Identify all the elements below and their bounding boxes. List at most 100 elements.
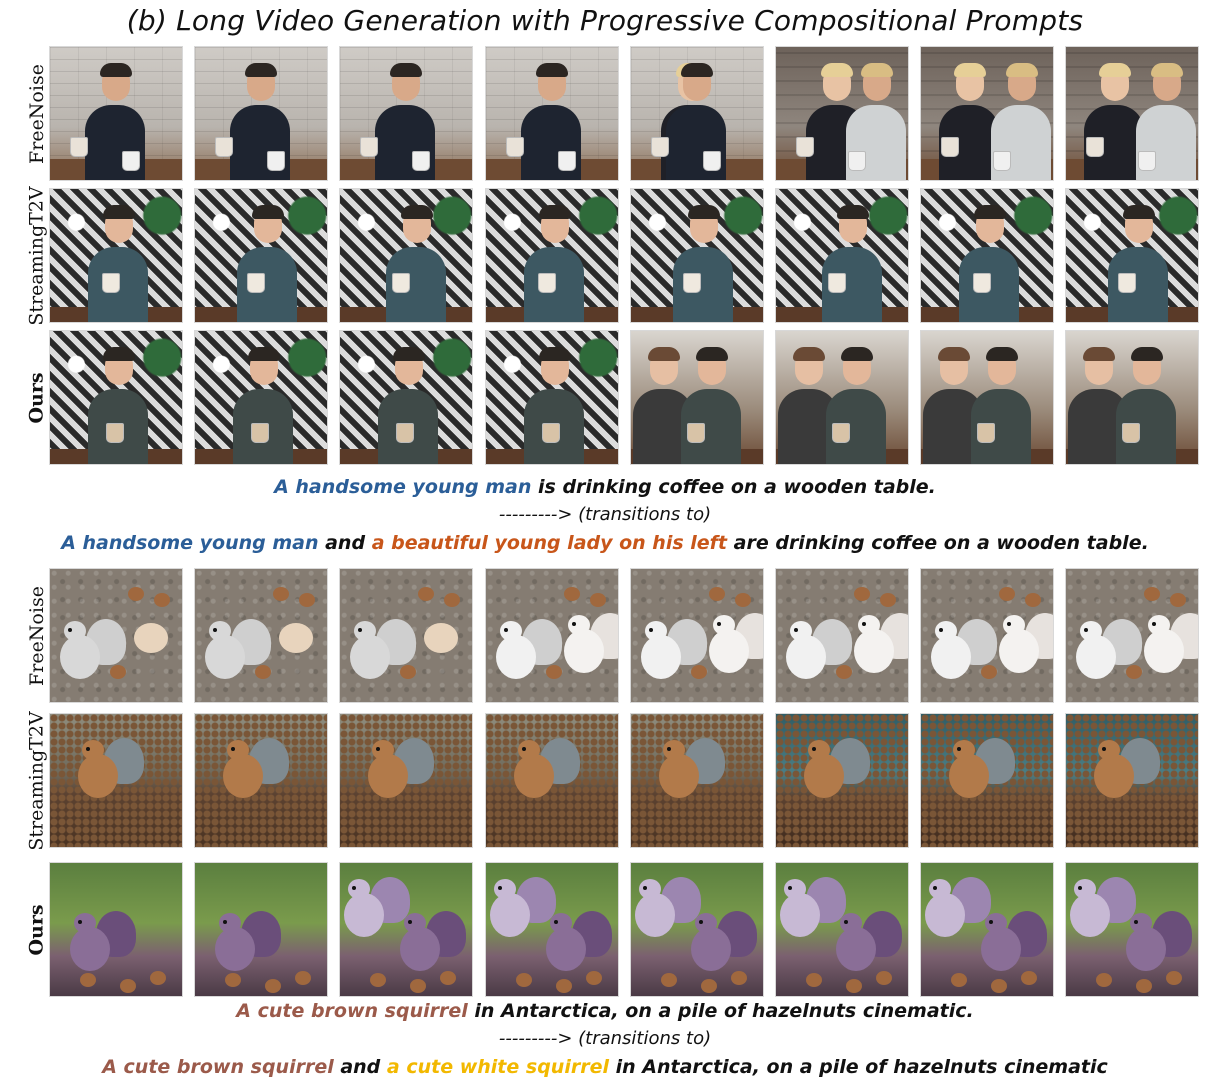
squirrel-head [500, 621, 522, 641]
cup [267, 151, 285, 171]
squirrel-eye [643, 886, 647, 890]
hazelnut [110, 665, 126, 679]
person-hair [938, 347, 970, 361]
squirrel-body [514, 754, 554, 798]
caption-subject-white-squirrel: a cute white squirrel [386, 1056, 609, 1078]
hazelnut [295, 971, 311, 985]
row-label-streamingt2v-2: StreamingT2V [26, 710, 48, 851]
figure-title: (b) Long Video Generation with Progressi… [126, 4, 1084, 37]
hazelnut [731, 971, 747, 985]
squirrel-eye [717, 622, 721, 626]
hazelnut [564, 587, 580, 601]
cup [1138, 151, 1156, 171]
person-hair [103, 205, 135, 219]
squirrel-head [354, 621, 376, 641]
hazelnut [691, 665, 707, 679]
squirrel-eye [522, 747, 526, 751]
squirrel-head [404, 913, 426, 933]
video-frame-streamingt2v-1-1 [49, 188, 183, 323]
squirrel-eye [498, 886, 502, 890]
squirrel-body [564, 629, 604, 673]
hazelnut [880, 593, 896, 607]
squirrel-eye [667, 747, 671, 751]
cup [941, 137, 959, 157]
squirrel-body [78, 754, 118, 798]
cup [683, 273, 701, 293]
squirrel-head [929, 879, 951, 899]
hazelnut [400, 665, 416, 679]
squirrel-head [64, 621, 86, 641]
squirrel-body [344, 893, 384, 937]
squirrel-body [786, 635, 826, 679]
hazelnut [709, 587, 725, 601]
caption-1-line1: A handsome young man is drinking coffee … [0, 476, 1210, 498]
squirrel-body [836, 927, 876, 971]
video-frame-streamingt2v-1-2 [194, 188, 328, 323]
video-frame-ours-1-1 [49, 330, 183, 465]
squirrel-head [550, 913, 572, 933]
squirrel-body [780, 893, 820, 937]
video-frame-ours-2-7 [920, 862, 1054, 997]
cup [1086, 137, 1104, 157]
cup [848, 151, 866, 171]
squirrel-eye [231, 747, 235, 751]
hazelnut [735, 593, 751, 607]
caption-2-line1: A cute brown squirrel in Antarctica, on … [0, 1000, 1210, 1022]
cup [247, 273, 265, 293]
caption-and: and [333, 1056, 387, 1078]
cup [558, 151, 576, 171]
squirrel-eye [408, 920, 412, 924]
cup [251, 423, 269, 443]
squirrel-eye [649, 628, 653, 632]
hazelnut [440, 971, 456, 985]
squirrel-eye [957, 747, 961, 751]
squirrel-eye [1102, 747, 1106, 751]
squirrel-body [949, 754, 989, 798]
video-frame-streamingt2v-2-4 [485, 713, 619, 848]
hazelnut [255, 665, 271, 679]
squirrel-body [1076, 635, 1116, 679]
squirrel-eye [572, 622, 576, 626]
caption-2-line2: A cute brown squirrel and a cute white s… [0, 1056, 1210, 1078]
person-torso [673, 247, 733, 322]
video-frame-ours-1-8 [1065, 330, 1199, 465]
squirrel-head [790, 621, 812, 641]
caption-subject-lady: a beautiful young lady on his left [371, 532, 728, 554]
mushroom [424, 623, 458, 653]
hazelnut [516, 973, 532, 987]
video-frame-streamingt2v-2-3 [339, 713, 473, 848]
video-frame-streamingt2v-2-2 [194, 713, 328, 848]
hazelnut [836, 665, 852, 679]
squirrel-eye [358, 628, 362, 632]
cup [392, 273, 410, 293]
person-hair [1083, 347, 1115, 361]
caption-1-line2: A handsome young man and a beautiful you… [0, 532, 1210, 554]
video-frame-ours-1-4 [485, 330, 619, 465]
person-hair [821, 63, 853, 77]
video-frame-streamingt2v-1-3 [339, 188, 473, 323]
hazelnut [1096, 973, 1112, 987]
squirrel-body [981, 927, 1021, 971]
cup [993, 151, 1011, 171]
squirrel-eye [554, 920, 558, 924]
row-label-streamingt2v-1: StreamingT2V [26, 185, 48, 326]
hazelnut [556, 979, 572, 993]
squirrel-head [1003, 615, 1025, 635]
squirrel-body [691, 927, 731, 971]
video-frame-freenoise-1-7 [920, 46, 1054, 181]
caption-rest: are drinking coffee on a wooden table. [727, 532, 1149, 554]
squirrel-eye [1078, 886, 1082, 890]
cup [977, 423, 995, 443]
row-label-ours-2: Ours [26, 903, 49, 956]
caption-2-arrow: ---------> (transitions to) [498, 1028, 712, 1049]
squirrel-eye [223, 920, 227, 924]
video-frame-ours-2-2 [194, 862, 328, 997]
hazelnut [1025, 593, 1041, 607]
caption-subject-brown-squirrel: A cute brown squirrel [102, 1056, 334, 1078]
squirrel-eye [699, 920, 703, 924]
person-hair [401, 205, 433, 219]
hazelnut [273, 587, 289, 601]
cup [973, 273, 991, 293]
row-label-freenoise-1: FreeNoise [26, 63, 49, 164]
cup [396, 423, 414, 443]
